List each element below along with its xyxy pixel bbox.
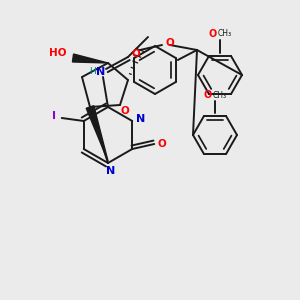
Text: I: I <box>52 111 56 121</box>
Text: N: N <box>106 166 116 176</box>
Text: CH₃: CH₃ <box>213 91 227 100</box>
Text: O: O <box>204 90 212 100</box>
Text: H: H <box>90 68 96 76</box>
Text: O: O <box>158 139 167 149</box>
Text: O: O <box>209 29 217 39</box>
Text: O: O <box>132 49 140 59</box>
Text: N: N <box>136 114 145 124</box>
Text: N: N <box>96 67 106 77</box>
Text: O: O <box>121 106 129 116</box>
Text: O: O <box>166 38 174 48</box>
Polygon shape <box>72 54 108 63</box>
Polygon shape <box>86 106 108 161</box>
Text: CH₃: CH₃ <box>218 29 232 38</box>
Text: HO: HO <box>49 48 67 58</box>
